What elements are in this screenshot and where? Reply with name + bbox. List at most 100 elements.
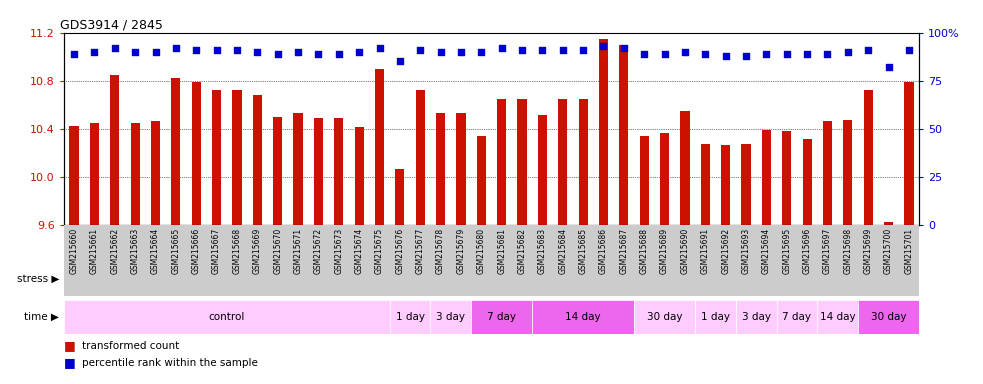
Point xyxy=(554,47,570,53)
Text: GSM215669: GSM215669 xyxy=(253,228,261,275)
Point xyxy=(433,49,448,55)
Text: GSM215675: GSM215675 xyxy=(375,228,384,275)
Point xyxy=(677,49,693,55)
Bar xyxy=(736,300,777,334)
Point xyxy=(718,53,733,59)
Text: 1 day: 1 day xyxy=(395,312,425,322)
Text: 3 day: 3 day xyxy=(436,312,465,322)
Text: GSM215696: GSM215696 xyxy=(802,228,812,275)
Text: GSM215690: GSM215690 xyxy=(680,228,689,275)
Text: GSM215667: GSM215667 xyxy=(212,228,221,275)
Bar xyxy=(253,95,261,225)
Bar xyxy=(777,300,817,334)
Text: GSM215662: GSM215662 xyxy=(110,228,119,274)
Text: GSM215694: GSM215694 xyxy=(762,228,771,275)
Bar xyxy=(579,99,588,225)
Point xyxy=(799,51,815,57)
Bar xyxy=(517,99,527,225)
Bar xyxy=(619,45,628,225)
Point xyxy=(657,51,672,57)
Bar xyxy=(355,127,364,225)
Bar xyxy=(477,136,486,225)
Bar xyxy=(64,300,389,334)
Text: 14 day: 14 day xyxy=(820,312,855,322)
Point xyxy=(311,51,326,57)
Point xyxy=(698,51,714,57)
Text: GSM215700: GSM215700 xyxy=(884,228,894,275)
Text: GSM215676: GSM215676 xyxy=(395,228,404,275)
Point xyxy=(514,47,530,53)
Bar xyxy=(151,121,160,225)
Bar xyxy=(64,261,389,296)
Text: 14 day: 14 day xyxy=(565,312,601,322)
Text: GSM215661: GSM215661 xyxy=(89,228,99,274)
Bar xyxy=(695,261,919,296)
Point xyxy=(372,45,387,51)
Text: GSM215679: GSM215679 xyxy=(456,228,466,275)
Text: GSM215672: GSM215672 xyxy=(314,228,323,274)
Bar xyxy=(212,90,221,225)
Text: GSM215691: GSM215691 xyxy=(701,228,710,274)
Bar xyxy=(762,130,771,225)
Bar xyxy=(334,118,343,225)
Text: GDS3914 / 2845: GDS3914 / 2845 xyxy=(60,18,162,31)
Bar xyxy=(273,117,282,225)
Point xyxy=(839,49,855,55)
Bar xyxy=(436,113,445,225)
Bar xyxy=(695,300,736,334)
Bar xyxy=(701,144,710,225)
Text: percentile rank within the sample: percentile rank within the sample xyxy=(82,358,258,368)
Point xyxy=(616,45,632,51)
Text: GSM215697: GSM215697 xyxy=(823,228,832,275)
Bar xyxy=(680,111,689,225)
Point xyxy=(596,43,611,49)
Bar xyxy=(456,113,466,225)
Bar xyxy=(232,90,242,225)
Point xyxy=(208,47,224,53)
Point xyxy=(738,53,754,59)
Bar xyxy=(192,82,201,225)
Bar xyxy=(660,134,669,225)
Bar xyxy=(782,131,791,225)
Text: sustained hypoxia: sustained hypoxia xyxy=(760,273,854,283)
Text: GSM215683: GSM215683 xyxy=(538,228,547,274)
Text: ■: ■ xyxy=(64,356,76,369)
Bar xyxy=(294,113,303,225)
Point xyxy=(168,45,184,51)
Point xyxy=(493,45,509,51)
Text: GSM215673: GSM215673 xyxy=(334,228,343,275)
Bar xyxy=(471,300,532,334)
Text: GSM215693: GSM215693 xyxy=(741,228,751,275)
Text: ■: ■ xyxy=(64,339,76,352)
Bar xyxy=(599,39,608,225)
Point xyxy=(453,49,469,55)
Text: GSM215682: GSM215682 xyxy=(517,228,527,274)
Text: GSM215681: GSM215681 xyxy=(497,228,506,274)
Bar xyxy=(89,122,99,225)
Point xyxy=(127,49,144,55)
Point xyxy=(860,47,876,53)
Text: GSM215668: GSM215668 xyxy=(232,228,242,274)
Bar xyxy=(858,300,919,334)
Text: GSM215701: GSM215701 xyxy=(904,228,913,274)
Text: GSM215698: GSM215698 xyxy=(843,228,852,274)
Text: GSM215666: GSM215666 xyxy=(192,228,201,275)
Bar xyxy=(884,222,894,225)
Point xyxy=(392,58,408,65)
Bar xyxy=(395,169,404,225)
Bar xyxy=(634,300,695,334)
Text: GSM215689: GSM215689 xyxy=(660,228,669,274)
Bar xyxy=(817,300,858,334)
Point xyxy=(474,49,490,55)
Text: GSM215670: GSM215670 xyxy=(273,228,282,275)
Bar xyxy=(70,126,79,225)
Text: 30 day: 30 day xyxy=(871,312,906,322)
Point xyxy=(229,47,245,53)
Text: GSM215685: GSM215685 xyxy=(579,228,588,274)
Text: GSM215663: GSM215663 xyxy=(131,228,140,275)
Text: GSM215684: GSM215684 xyxy=(558,228,567,274)
Bar xyxy=(131,122,140,225)
Bar xyxy=(843,120,852,225)
Text: GSM215695: GSM215695 xyxy=(782,228,791,275)
Text: control: control xyxy=(208,312,245,322)
